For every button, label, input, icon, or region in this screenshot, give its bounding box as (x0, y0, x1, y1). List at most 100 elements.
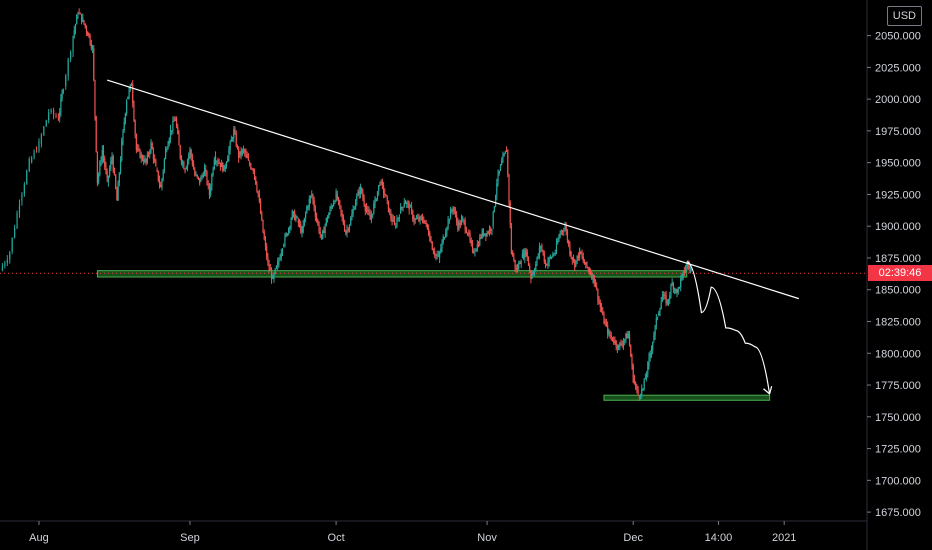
candle-body (335, 190, 337, 202)
candle-body (208, 184, 211, 196)
currency-button[interactable]: USD (886, 6, 922, 26)
projected-path-arrow[interactable] (686, 261, 773, 395)
price-tick-label: 2050.000 (875, 31, 921, 43)
candle-body (598, 300, 600, 303)
candle-body (145, 158, 147, 163)
candle-body (346, 229, 348, 233)
candle-body (686, 263, 688, 269)
candle-body (91, 46, 94, 49)
candle-body (252, 169, 254, 172)
descending-trendline[interactable] (106, 79, 799, 300)
candle-body (475, 249, 477, 252)
candle-body (158, 180, 161, 185)
candle-body (482, 232, 485, 236)
candle-body (380, 181, 382, 183)
candle-body (88, 33, 90, 36)
candle-body (57, 116, 60, 121)
candle-body (284, 235, 286, 245)
candle-body (235, 133, 237, 147)
candle-body (527, 256, 530, 266)
candle-body (61, 92, 63, 99)
candle-body (369, 214, 371, 220)
candle-body (62, 90, 64, 93)
candle-body (175, 118, 178, 127)
candle-body (521, 253, 523, 258)
candle-body (613, 340, 615, 344)
candle-body (223, 165, 225, 172)
candle-body (395, 225, 397, 227)
candle-body (680, 278, 682, 288)
candle-body (305, 212, 307, 218)
candle-body (392, 219, 394, 222)
candle-body (112, 156, 114, 171)
time-axis[interactable]: Aug Sep Oct Nov Dec 14:00 2021 (29, 521, 796, 544)
candle-body (557, 241, 559, 244)
candle-body (402, 206, 404, 208)
candle-body (593, 275, 595, 283)
candle-body (655, 318, 657, 326)
candle-body (301, 229, 303, 233)
candle-body (535, 264, 537, 271)
candle-body (628, 334, 631, 346)
candle-body (200, 176, 202, 182)
candle-body (487, 232, 489, 234)
candle-body (400, 207, 402, 214)
candle-body (238, 147, 240, 159)
candle-body (688, 265, 690, 269)
support-zone[interactable] (96, 270, 688, 278)
candle-body (283, 244, 285, 246)
candle-body (344, 224, 346, 231)
candle-body (445, 232, 447, 238)
price-tick-label: 1675.000 (875, 507, 921, 519)
candle-body (229, 141, 231, 150)
candle-body (195, 174, 197, 176)
candle-body (566, 231, 569, 241)
candle-body (303, 217, 306, 225)
support-zone[interactable] (603, 394, 771, 401)
candle-body (130, 84, 133, 86)
candle-body (549, 256, 551, 258)
candle-body (425, 223, 427, 225)
candle-body (460, 219, 463, 225)
candle-body (597, 288, 599, 301)
candle-body (329, 208, 331, 214)
candle-body (273, 273, 275, 280)
candle-body (320, 234, 323, 236)
candle-body (518, 262, 520, 269)
candle-body (585, 262, 587, 265)
candle-body (484, 233, 486, 236)
candle-body (207, 183, 209, 185)
price-axis[interactable]: 2050.000 2025.000 2000.000 1975.000 1950.000… (867, 31, 921, 520)
candle-body (474, 251, 476, 253)
candle-body (428, 228, 430, 235)
candle-body (48, 112, 50, 121)
candle-body (227, 157, 229, 163)
candle-body (217, 161, 219, 164)
candle-body (579, 248, 581, 258)
candle-body (274, 268, 276, 274)
candle-body (665, 295, 667, 304)
candle-body (85, 26, 88, 32)
candle-body (675, 288, 677, 293)
candle-body (523, 253, 525, 259)
candle-body (275, 265, 278, 269)
candle-body (317, 219, 319, 224)
candle-body (362, 193, 364, 199)
candle-body (647, 362, 649, 374)
candle-body (201, 175, 203, 177)
candle-body (298, 222, 301, 225)
candle-body (147, 154, 150, 156)
candle-body (104, 158, 106, 167)
candle-body (446, 227, 448, 233)
time-tick-label: Aug (29, 532, 49, 544)
candle-body (18, 204, 21, 214)
candle-body (50, 109, 52, 112)
candle-body (565, 226, 567, 232)
candle-body (231, 138, 234, 140)
candle-body (160, 184, 162, 188)
candle-body (582, 256, 584, 262)
candle-body (636, 386, 638, 389)
candle-body (140, 154, 142, 158)
candle-body (323, 230, 325, 234)
